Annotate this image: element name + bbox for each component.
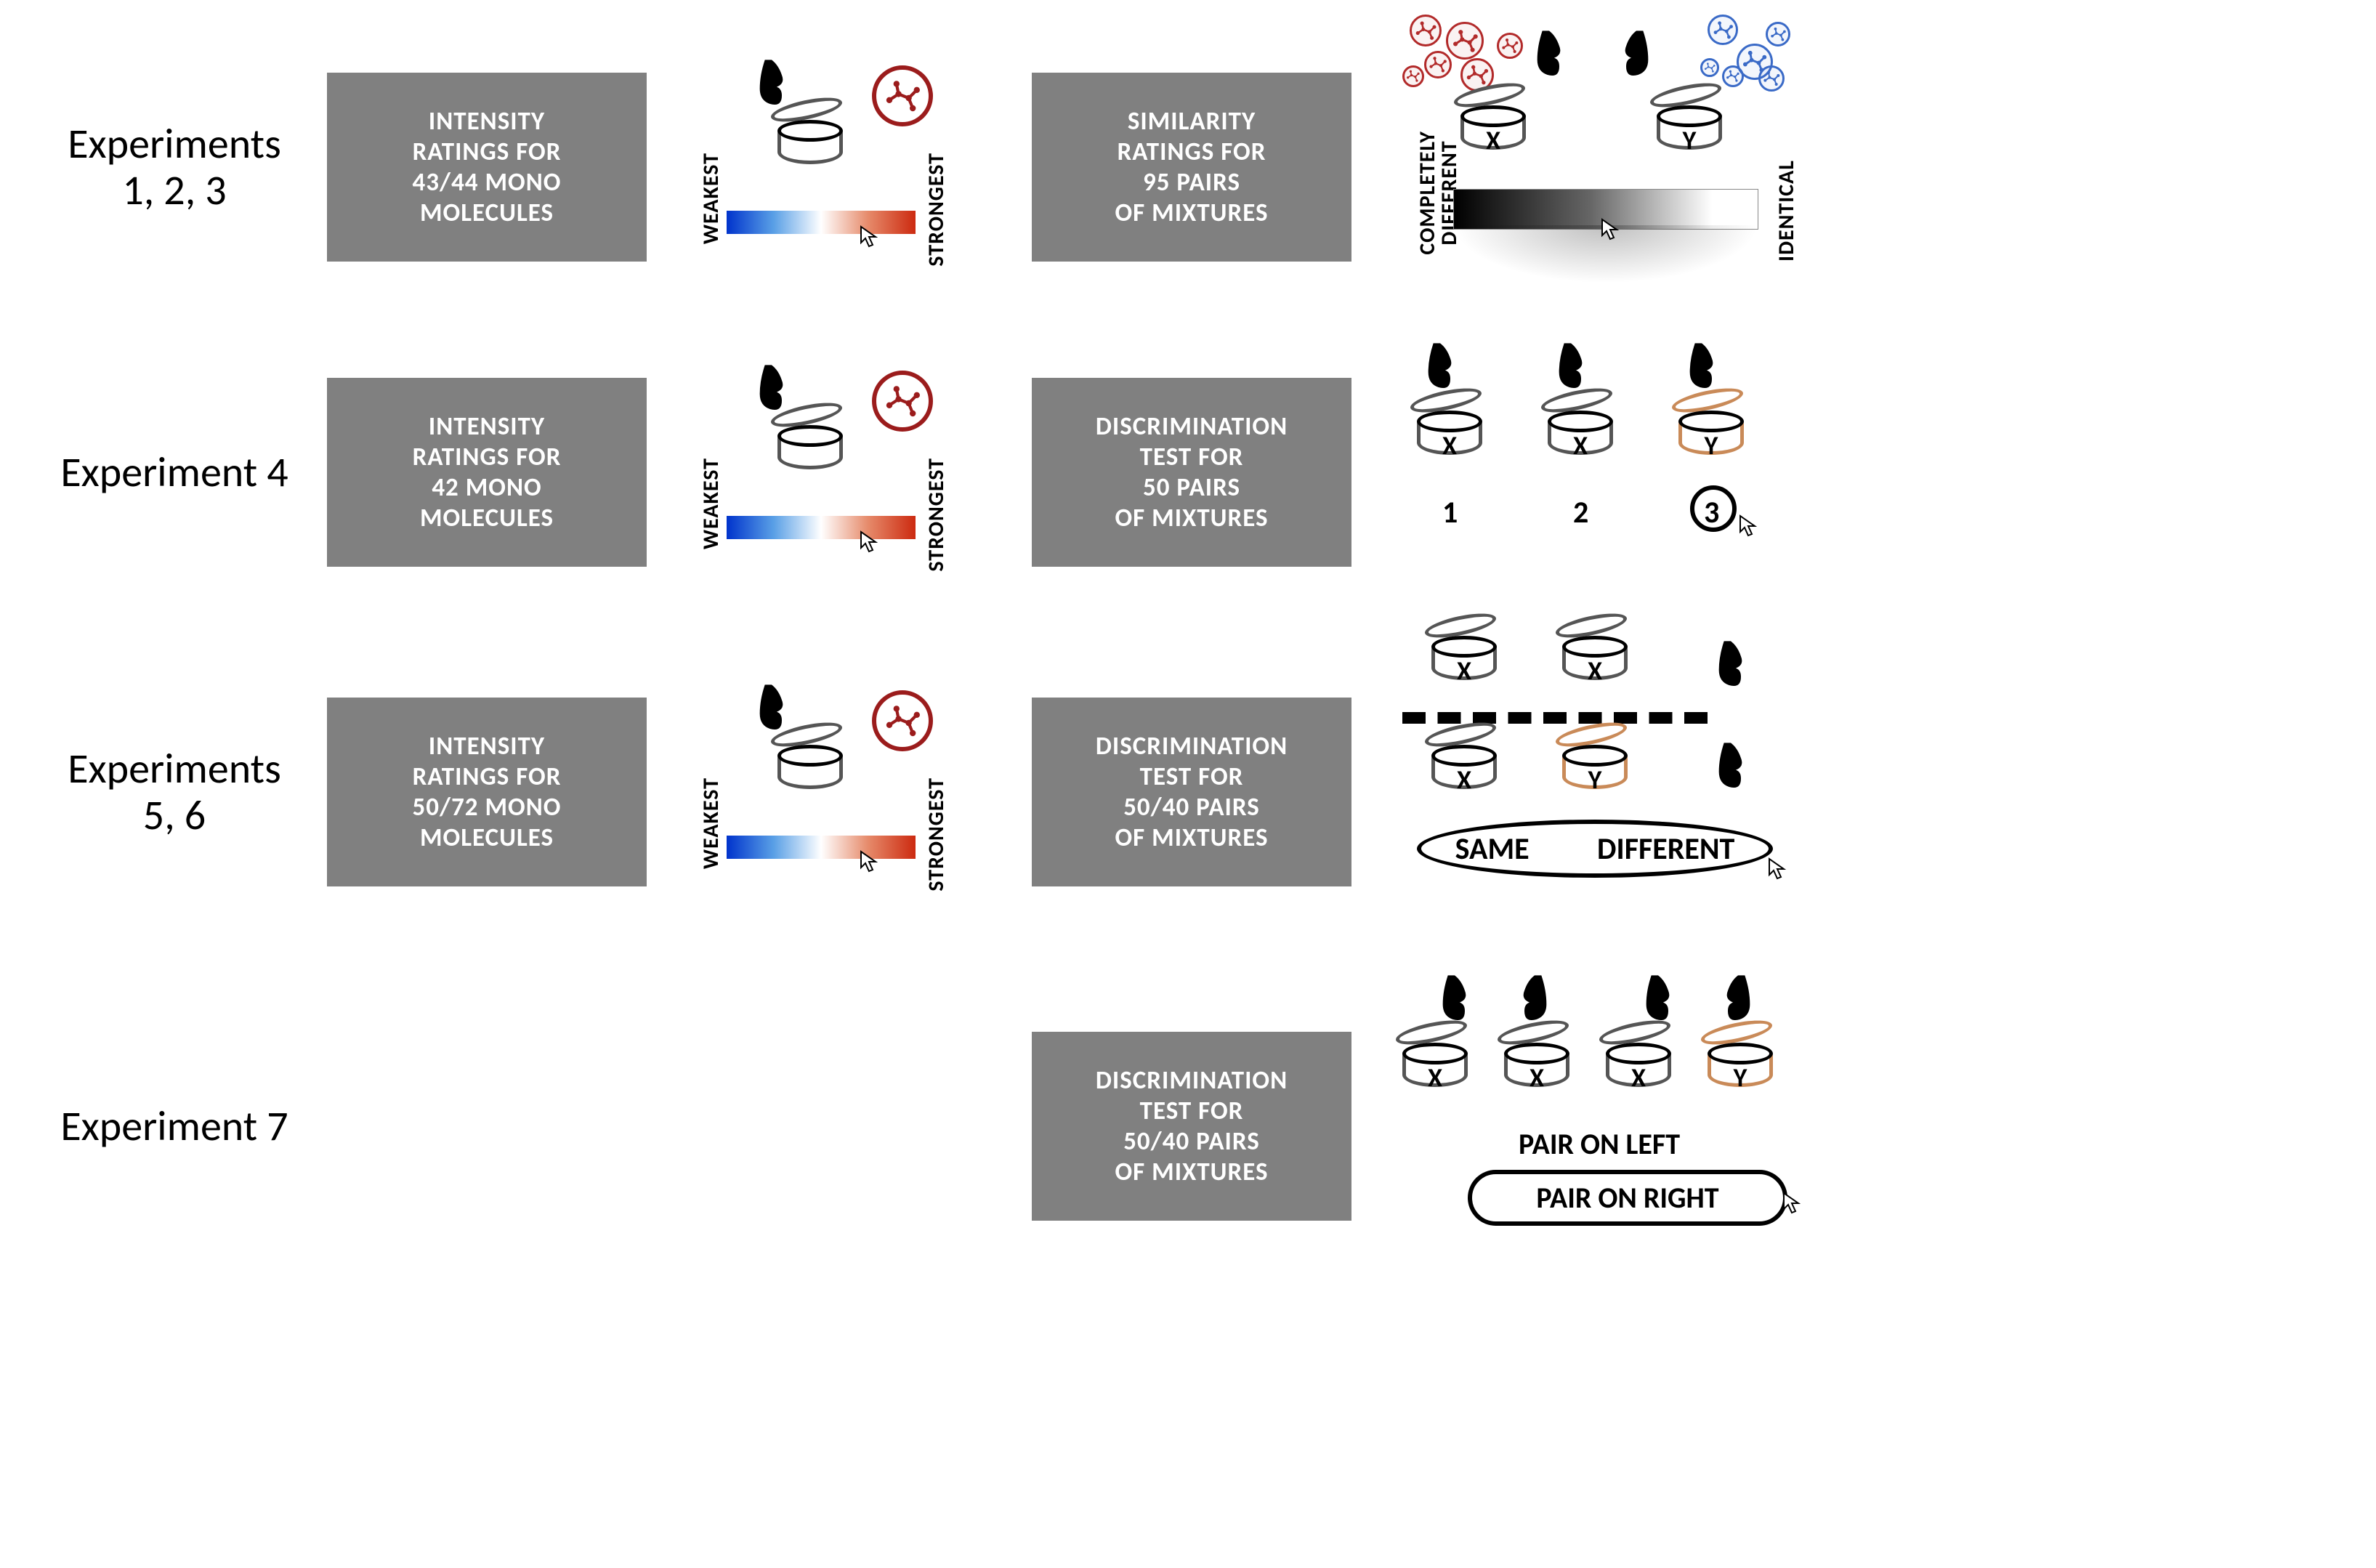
discrimination-card: DISCRIMINATION TEST FOR 50 PAIRS OF MIXT… (1032, 378, 1351, 567)
cursor-icon (1737, 514, 1760, 538)
cursor-icon (857, 850, 881, 873)
option-number[interactable]: 2 (1573, 494, 1588, 531)
intensity-viz: WEAKEST STRONGEST (668, 58, 988, 276)
similarity-card: SIMILARITY RATINGS FOR 95 PAIRS OF MIXTU… (1032, 73, 1351, 262)
row-experiment-4: Experiment 4 INTENSITY RATINGS FOR 42 MO… (22, 334, 2354, 610)
discrimination-samediff-viz: X X X Y SAME DIFFERENT (1373, 639, 1838, 945)
intensity-scale[interactable] (727, 836, 916, 859)
identical-label: IDENTICAL (1773, 160, 1800, 262)
cursor-icon (857, 225, 881, 248)
row-experiment-7: Experiment 7 DISCRIMINATION TEST FOR 50/… (22, 974, 2354, 1279)
intensity-card: INTENSITY RATINGS FOR 42 MONO MOLECULES (327, 378, 647, 567)
row-label: Experiments 5, 6 (22, 745, 327, 838)
same-different-choice[interactable]: SAME DIFFERENT (1417, 820, 1773, 878)
molecule-icon (872, 65, 933, 126)
cursor-icon (1766, 857, 1789, 881)
weakest-label: WEAKEST (698, 458, 724, 549)
row-experiments-123: Experiments 1, 2, 3 INTENSITY RATINGS FO… (22, 29, 2354, 305)
different-option: DIFFERENT (1597, 831, 1734, 868)
discrimination-card: DISCRIMINATION TEST FOR 50/40 PAIRS OF M… (1032, 698, 1351, 886)
strongest-label: STRONGEST (923, 153, 950, 267)
intensity-viz: WEAKEST STRONGEST (668, 683, 988, 901)
row-experiments-56: Experiments 5, 6 INTENSITY RATINGS FOR 5… (22, 639, 2354, 945)
weakest-label: WEAKEST (698, 153, 724, 244)
molecule-icon (872, 690, 933, 751)
row-label: Experiment 7 (22, 1103, 327, 1149)
discrimination-pairs-viz: X X X Y PAIR ON LEFT PAIR ON RIGHT (1373, 974, 1838, 1279)
row-label: Experiment 4 (22, 449, 327, 496)
pair-on-left-option[interactable]: PAIR ON LEFT (1519, 1126, 1680, 1162)
cursor-icon (857, 530, 881, 554)
weakest-label: WEAKEST (698, 777, 724, 869)
intensity-viz: WEAKEST STRONGEST (668, 363, 988, 581)
discrimination-triangle-viz: X X Y 123 (1373, 342, 1838, 603)
same-option: SAME (1455, 831, 1530, 868)
intensity-card: INTENSITY RATINGS FOR 43/44 MONO MOLECUL… (327, 73, 647, 262)
pair-on-right-option[interactable]: PAIR ON RIGHT (1468, 1170, 1787, 1226)
strongest-label: STRONGEST (923, 458, 950, 572)
strongest-label: STRONGEST (923, 777, 950, 892)
intensity-scale[interactable] (727, 516, 916, 539)
molecule-icon (872, 371, 933, 432)
cursor-icon (1780, 1192, 1803, 1215)
intensity-scale[interactable] (727, 211, 916, 234)
similarity-viz: X Y COMPLETELYDIFFERENT IDENTICAL (1373, 36, 1838, 298)
option-number[interactable]: 1 (1442, 494, 1458, 531)
discrimination-card: DISCRIMINATION TEST FOR 50/40 PAIRS OF M… (1032, 1032, 1351, 1221)
intensity-card: INTENSITY RATINGS FOR 50/72 MONO MOLECUL… (327, 698, 647, 886)
row-label: Experiments 1, 2, 3 (22, 121, 327, 214)
time-divider (1402, 712, 1708, 724)
selected-option-circle (1690, 485, 1737, 532)
cursor-icon (1599, 218, 1622, 241)
